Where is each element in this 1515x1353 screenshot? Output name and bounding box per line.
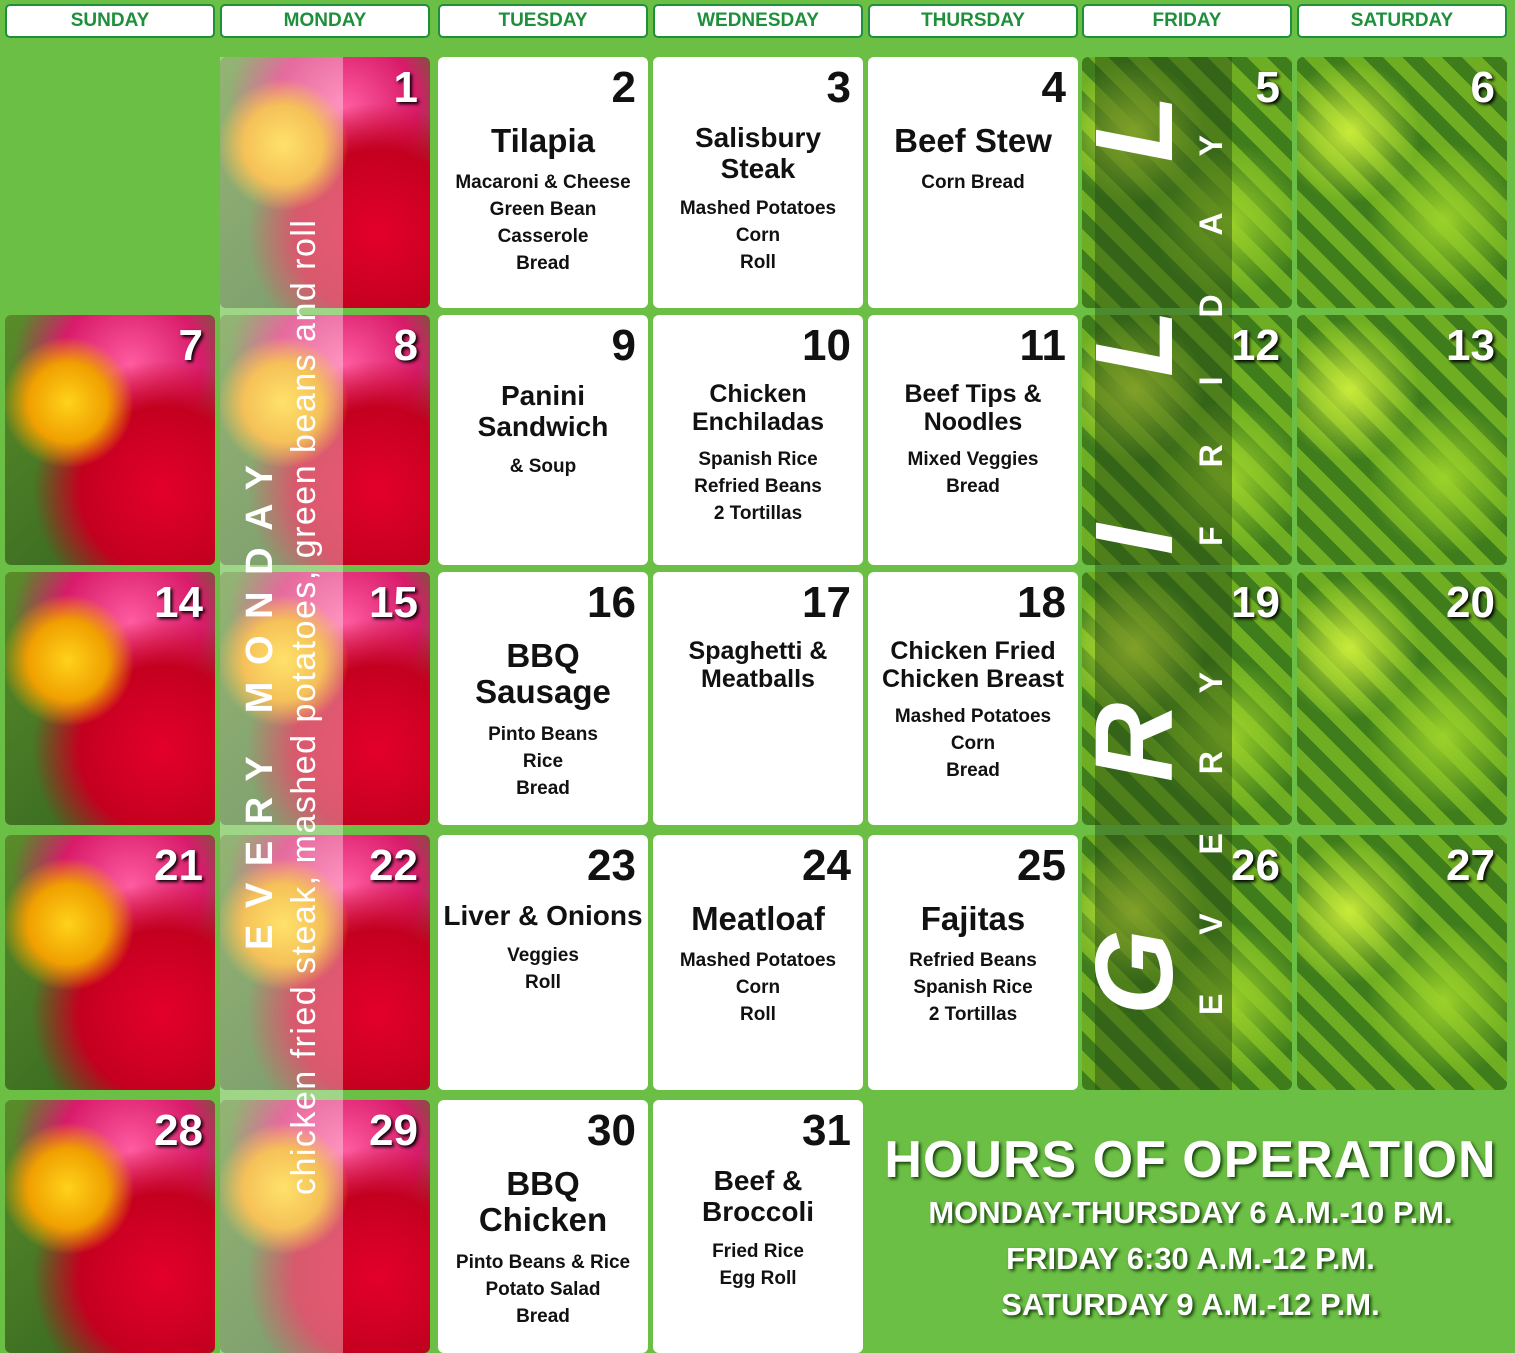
overlay: EVERY MONDAYchicken fried steak, mashed … — [0, 0, 1515, 1353]
calendar-page: SUNDAYMONDAYTUESDAYWEDNESDAYTHURSDAYFRID… — [0, 0, 1515, 1353]
